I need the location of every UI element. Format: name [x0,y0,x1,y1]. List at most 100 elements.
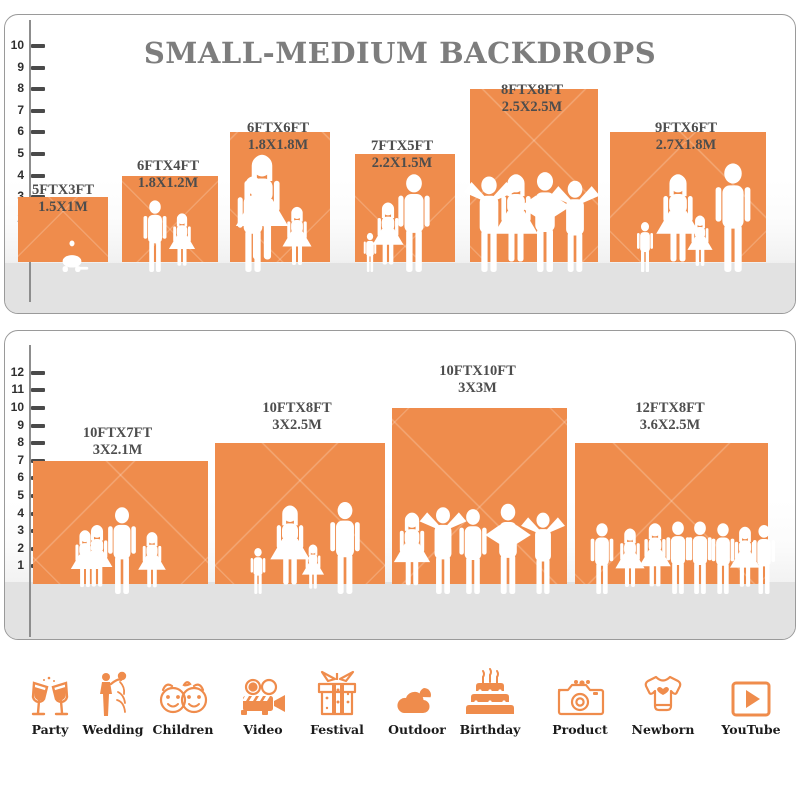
axis-tick-label: 5 [17,488,24,502]
axis-tick-label: 4 [17,505,24,520]
axis-tick-label: 9 [17,417,24,432]
wedding-couple-icon [70,660,156,718]
bar-size-label-imperial: 7FTX5FT [370,138,434,154]
bar-size-label: 7FTX5FT 2.2X1.5M [352,138,452,172]
bar-size-label-imperial: 6FTX4FT [136,158,200,174]
axis-tick [31,152,45,156]
axis-tick [31,406,45,410]
axis-tick-label: 3 [17,523,24,538]
axis-tick-label: 2 [17,540,24,555]
axis-tick-label: 6 [17,470,24,485]
bar-size-label-imperial: 10FTX8FT [262,400,332,416]
gift-box-icon [294,660,380,718]
bar-size-label: 12FTX8FT 3.6X2.5M [572,400,768,434]
bar-size-label-imperial: 5FTX3FT [31,182,95,198]
bar-size-label-metric: 3X3M [458,380,497,396]
backdrop-size-bar [215,443,385,584]
use-case-item[interactable]: Birthday [447,660,533,737]
use-case-item[interactable]: Children [140,660,226,737]
backdrop-size-bar [392,408,567,584]
axis-tick [31,173,45,178]
axis-tick [31,87,45,92]
floor-band-top [5,263,795,313]
bar-size-label: 10FTX10FT 3X3M [390,363,565,397]
axis-tick-label: 8 [17,81,24,96]
floor-band-bottom [5,582,795,639]
y-axis-bottom [29,345,31,637]
use-case-label: Product [552,722,608,737]
axis-tick-label: 4 [17,167,24,182]
use-case-item[interactable]: Newborn [620,660,706,737]
bar-size-label-metric: 3X2.5M [272,417,322,433]
use-case-item[interactable]: Video [220,660,306,737]
page-title: SMALL-MEDIUM BACKDROPS [143,36,657,70]
baby-onesie-icon [620,660,706,718]
axis-tick-label: 8 [17,435,24,450]
bar-size-label-metric: 1.8X1.2M [137,175,199,191]
photo-camera-icon [537,660,623,718]
axis-tick [31,65,45,70]
axis-tick [31,108,45,113]
use-case-label: Birthday [459,722,521,737]
bar-size-label-imperial: 12FTX8FT [635,400,705,416]
bar-size-label-metric: 2.7X1.8M [655,137,717,153]
bar-size-label-imperial: 9FTX6FT [654,120,718,136]
use-case-item[interactable]: Wedding [70,660,156,737]
bar-size-label: 10FTX8FT 3X2.5M [212,400,382,434]
bar-size-label-imperial: 10FTX10FT [439,363,516,379]
bar-size-label-metric: 3.6X2.5M [639,417,701,433]
axis-tick [31,388,45,393]
axis-tick-label: 7 [17,102,24,117]
use-case-label: Children [152,722,214,737]
video-camera-icon [220,660,306,718]
bar-size-label-imperial: 10FTX7FT [82,425,153,441]
use-case-label: Outdoor [388,722,446,737]
axis-tick [31,423,45,428]
axis-tick-label: 5 [17,146,24,160]
bar-size-label: 6FTX4FT 1.8X1.2M [120,158,216,192]
bar-size-label-metric: 2.2X1.5M [371,155,433,171]
use-case-label: Wedding [82,722,144,737]
use-case-label: Party [31,722,69,737]
use-case-icon-strip: Party Wedding [0,660,800,770]
bar-size-label-metric: 3X2.1M [92,442,143,458]
bar-size-label: 8FTX8FT 2.5X2.5M [468,82,596,116]
bar-size-label: 9FTX6FT 2.7X1.8M [608,120,764,154]
use-case-item[interactable]: Party [7,660,93,737]
cloud-icon [374,660,460,718]
bar-size-label: 6FTX6FT 1.8X1.8M [228,120,328,154]
use-case-label: Festival [310,722,364,737]
backdrop-size-bar [33,460,208,584]
backdrop-size-bar [575,443,768,584]
children-faces-icon [140,660,226,718]
axis-tick-label: 10 [10,38,24,52]
bar-size-label-metric: 1.5X1M [38,199,88,215]
axis-tick-label: 1 [17,558,24,573]
use-case-item[interactable]: Outdoor [374,660,460,737]
axis-tick-label: 10 [10,400,24,414]
birthday-cake-icon [447,660,533,718]
axis-tick-label: 9 [17,59,24,74]
axis-tick [31,130,45,135]
use-case-item[interactable]: Product [537,660,623,737]
axis-tick [31,44,45,48]
bar-size-label: 5FTX3FT 1.5X1M [18,182,108,216]
wine-glasses-icon [7,660,93,718]
axis-tick-label: 7 [17,452,24,467]
play-button-icon [708,660,794,718]
use-case-item[interactable]: YouTube [708,660,794,737]
backdrop-size-bar [18,197,108,262]
y-axis-top [29,20,31,302]
backdrop-size-bar [122,175,218,262]
axis-tick-label: 11 [11,382,24,397]
bar-size-label-imperial: 6FTX6FT [246,120,310,136]
use-case-label: YouTube [721,722,781,737]
use-case-item[interactable]: Festival [294,660,380,737]
axis-tick [31,370,45,375]
use-case-label: Newborn [631,722,695,737]
bar-size-label: 10FTX7FT 3X2.1M [30,425,205,459]
axis-tick [31,441,45,446]
use-case-label: Video [243,722,283,737]
bar-size-label-imperial: 8FTX8FT [500,82,564,98]
